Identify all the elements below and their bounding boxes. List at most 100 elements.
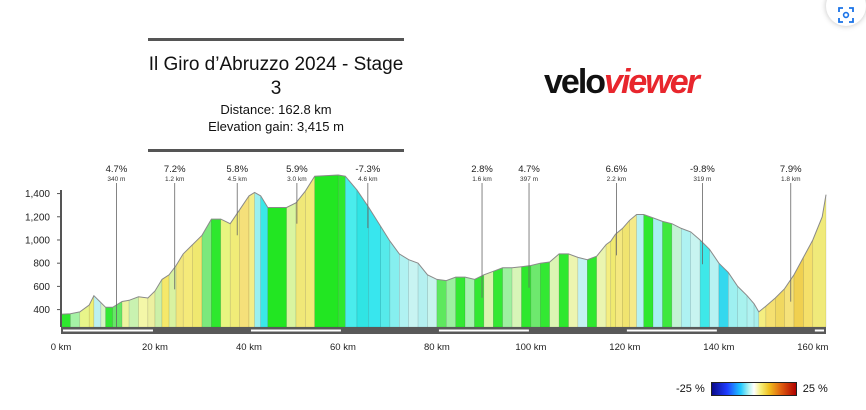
profile-segment [128,296,139,328]
x-tick-label: 0 km [51,342,72,353]
title-rule-top [148,38,404,41]
climb-length-label: 1.2 km [165,176,185,183]
y-tick-label: 1,200 [25,212,50,223]
elevation-profile-chart: 4.7%340 m7.2%1.2 km5.8%4.5 km5.9%3.0 km-… [25,164,829,353]
profile-outline-line [60,174,827,315]
x-tick-label: 40 km [236,342,262,353]
profile-segment [161,274,170,328]
profile-segment [812,194,827,328]
profile-segment [295,190,306,328]
profile-segment [380,225,391,328]
profile-segment [70,311,81,328]
profile-segment [427,274,438,328]
climb-grade-label: 5.8% [226,164,248,175]
profile-segment [643,214,654,328]
profile-segment [105,307,113,328]
climb-grade-label: 7.9% [780,164,802,175]
profile-segment [356,189,370,328]
legend-max-label: 25 % [802,383,828,395]
x-tick-label: 120 km [609,342,640,353]
climb-grade-label: 7.2% [164,164,186,175]
profile-segment [521,265,532,328]
profile-segment [540,261,550,328]
x-axis-band-stripe [626,329,717,332]
y-tick-label: 1,400 [25,189,50,200]
climb-length-label: 1.8 km [781,176,801,183]
y-tick-label: 800 [33,259,50,270]
profile-segment [201,218,212,328]
profile-segment [182,244,193,328]
profile-segment [483,270,494,328]
x-tick-label: 80 km [424,342,450,353]
climb-grade-label: 5.9% [286,164,308,175]
profile-segment [267,207,287,328]
profile-segment [337,174,346,328]
profile-segment [229,208,240,328]
profile-segment [530,262,541,328]
profile-segment [652,217,663,328]
elevation-gain-text: Elevation gain: 3,415 m [208,119,344,134]
gradient-scale-bar [710,382,797,396]
profile-segments [60,174,827,328]
climb-grade-label: 4.7% [106,164,128,175]
profile-segment [549,253,560,328]
climb-grade-label: -9.8% [690,164,715,175]
profile-segment [138,296,149,328]
profile-segment [314,174,339,328]
x-axis-band-stripe [250,329,341,332]
climb-length-label: 4.6 km [358,176,378,183]
stage-title: Il Giro d’Abruzzo 2024 - Stage 3 [148,54,404,99]
profile-segment [220,218,231,328]
profile-segment [211,218,222,328]
profile-segment [121,300,130,328]
profile-segment [737,285,748,328]
x-tick-label: 160 km [797,342,828,353]
x-axis-band-stripe [814,329,824,332]
profile-segment [368,206,381,328]
profile-segment [464,276,475,328]
profile-segment [436,279,447,328]
profile-segment [803,239,814,328]
climb-length-label: 3.0 km [287,176,307,183]
profile-segment [610,233,616,328]
climb-grade-label: -7.3% [355,164,380,175]
veloviewer-logo[interactable]: veloviewer [544,62,700,102]
logo-text-viewer: viewer [604,63,700,101]
gradient-legend: -25 % 25 % [676,381,828,397]
logo-text-velo: velo [544,63,606,101]
profile-segment [671,223,682,328]
title-block: Il Giro d’Abruzzo 2024 - Stage 3 Distanc… [148,38,404,152]
climb-length-label: 4.5 km [227,176,247,183]
profile-segment [192,234,203,328]
profile-segment [60,313,71,328]
profile-segment [568,253,579,328]
profile-segment [690,231,701,328]
climb-grade-label: 4.7% [518,164,540,175]
profile-segment [446,276,456,328]
y-tick-label: 1,000 [25,235,50,246]
x-tick-label: 140 km [703,342,734,353]
profile-segment [681,228,691,328]
x-tick-label: 60 km [330,342,356,353]
profile-segment [239,195,250,328]
profile-segment [389,240,400,328]
profile-segment [629,213,637,328]
climb-grade-label: 2.8% [471,164,493,175]
profile-segment [622,219,630,328]
title-rule-bottom [148,149,404,152]
climb-length-label: 319 m [693,176,711,183]
profile-segment [502,267,513,328]
profile-segment [286,202,297,328]
profile-segment [399,253,409,328]
y-tick-label: 600 [33,282,50,293]
climb-length-label: 340 m [107,176,125,183]
profile-segment [254,191,261,328]
profile-segment [345,175,358,328]
profile-segment [699,239,710,328]
profile-segment [558,253,569,328]
profile-segment [605,240,612,328]
profile-segment [455,276,466,328]
x-axis-band-stripe [63,329,153,332]
profile-segment [493,267,503,328]
climb-length-label: 2.2 km [607,176,627,183]
